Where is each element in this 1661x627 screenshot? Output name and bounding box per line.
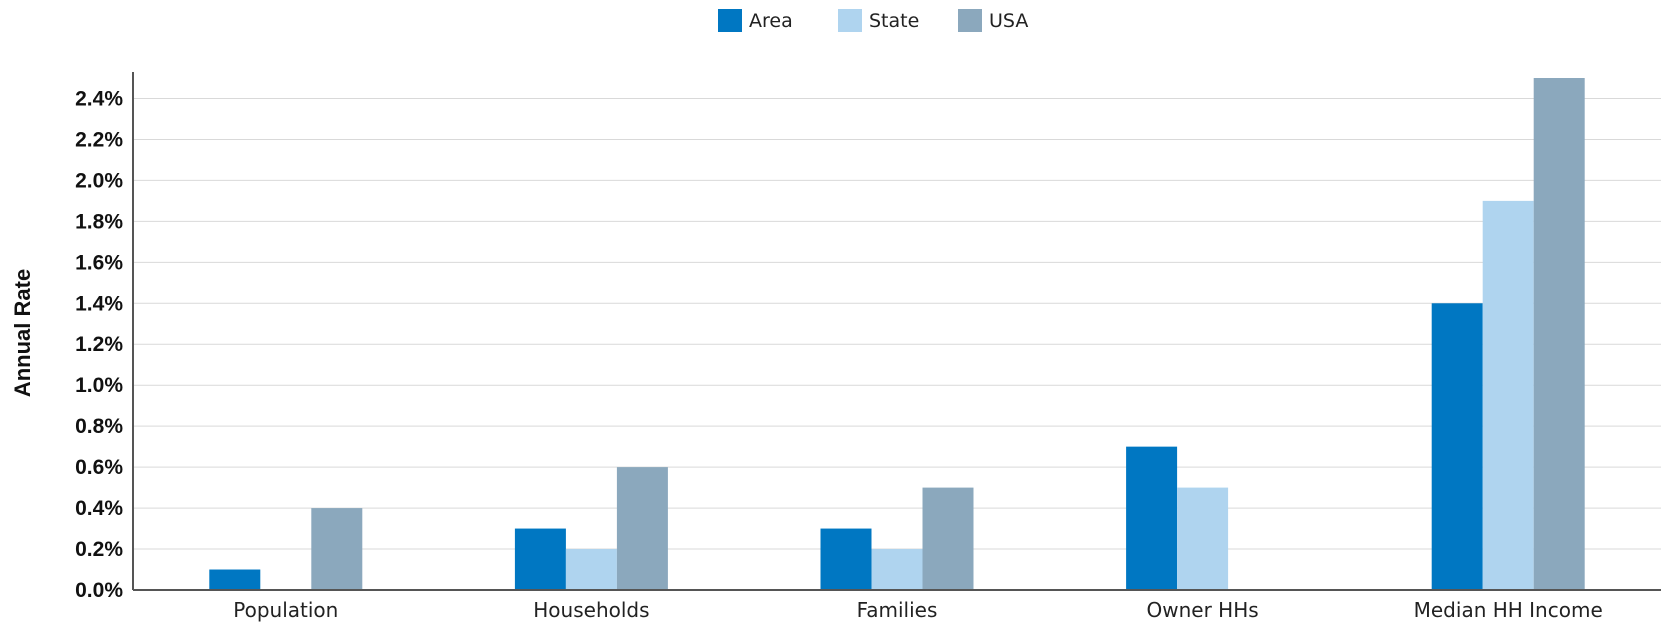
- legend-swatch: [718, 9, 742, 32]
- y-tick-label: 1.0%: [75, 374, 123, 397]
- y-tick-label: 2.4%: [75, 87, 123, 110]
- x-tick-label: Households: [533, 598, 649, 622]
- bar-area-households: [514, 528, 566, 590]
- y-tick-label: 0.6%: [75, 456, 123, 479]
- y-tick-label: 1.2%: [75, 333, 123, 356]
- y-tick-label: 0.8%: [75, 415, 123, 438]
- legend-swatch: [838, 9, 862, 32]
- axes: [132, 72, 1661, 591]
- x-tick-label: Owner HHs: [1147, 598, 1259, 622]
- legend-label: State: [869, 10, 919, 32]
- x-tick-labels: Population Households Families Owner HHs Med…: [233, 598, 1603, 622]
- x-tick-label: Population: [233, 598, 338, 622]
- bar-area-median-hh-income: [1431, 303, 1483, 590]
- y-tick-label: 1.4%: [75, 292, 123, 315]
- legend: Area State USA: [718, 9, 1028, 32]
- y-tick-label: 0.2%: [75, 538, 123, 561]
- legend-item-usa: USA: [958, 9, 1028, 32]
- bar-state-households: [565, 549, 617, 590]
- bar-usa-population: [311, 508, 363, 590]
- x-tick-label: Families: [857, 598, 938, 622]
- bar-state-families: [871, 549, 923, 590]
- legend-item-area: Area: [718, 9, 793, 32]
- bar-area-population: [209, 569, 261, 590]
- bar-usa-median-hh-income: [1533, 78, 1585, 590]
- bars: [209, 78, 1585, 590]
- bar-usa-families: [922, 487, 974, 590]
- y-tick-label: 0.0%: [75, 579, 123, 602]
- bar-state-median-hh-income: [1482, 200, 1534, 590]
- y-tick-label: 0.4%: [75, 497, 123, 520]
- y-tick-labels: 0.0% 0.2% 0.4% 0.6% 0.8% 1.0% 1.2% 1.4% 1.6% 1.8%…: [75, 87, 123, 602]
- legend-label: USA: [989, 10, 1028, 32]
- bar-usa-households: [616, 467, 668, 590]
- bar-area-families: [820, 528, 872, 590]
- y-tick-label: 2.0%: [75, 169, 123, 192]
- bar-state-owner-hhs: [1177, 487, 1229, 590]
- y-tick-label: 1.8%: [75, 210, 123, 233]
- y-tick-label: 1.6%: [75, 251, 123, 274]
- legend-swatch: [958, 9, 982, 32]
- gridlines: [133, 97, 1661, 550]
- x-tick-label: Median HH Income: [1414, 598, 1603, 622]
- legend-item-state: State: [838, 9, 919, 32]
- legend-label: Area: [749, 10, 793, 32]
- y-axis-label: Annual Rate: [10, 269, 35, 397]
- y-tick-label: 2.2%: [75, 128, 123, 151]
- bar-area-owner-hhs: [1126, 446, 1178, 590]
